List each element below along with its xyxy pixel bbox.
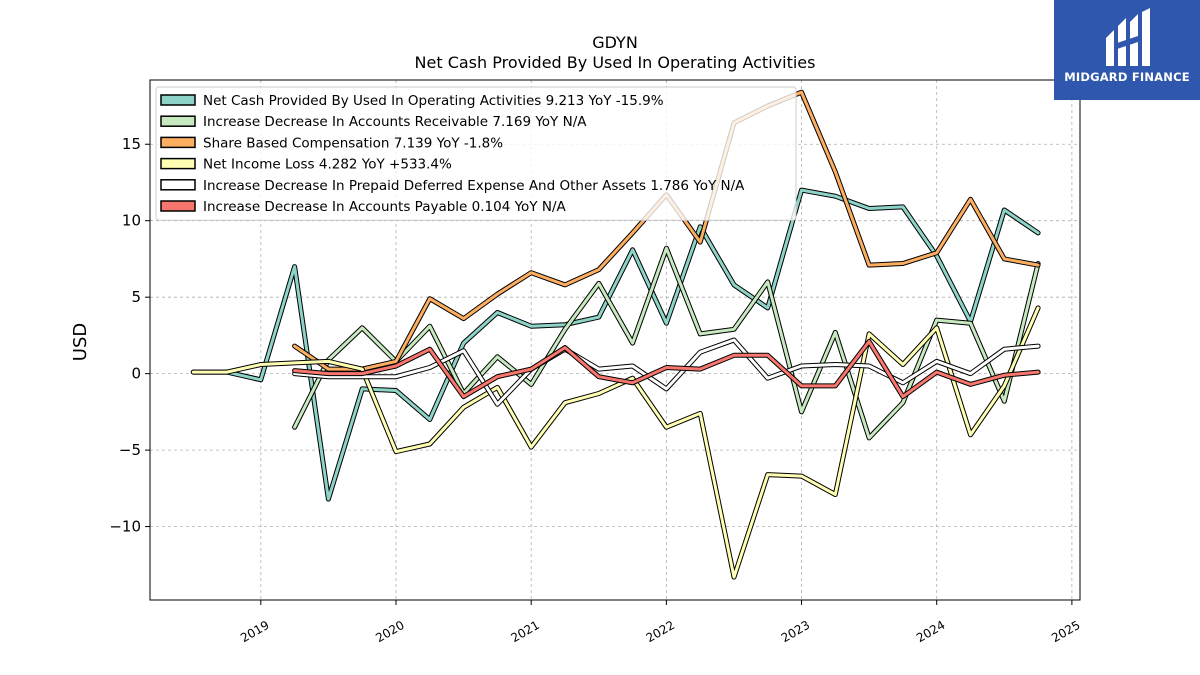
- series-outline: [190, 187, 1041, 502]
- legend-box: [155, 86, 797, 221]
- series-line: [191, 306, 1040, 579]
- legend-swatch: [160, 94, 196, 106]
- y-axis-ticks: −10 −5 0 5 10 15: [109, 135, 150, 536]
- series-line: [293, 338, 1040, 406]
- series-increase-decrease-in-prepaid-deferred-expense-and-other-assets: [292, 337, 1041, 407]
- legend-swatch: [160, 157, 196, 170]
- legend-entry: Increase Decrease In Accounts Receivable…: [203, 114, 587, 130]
- y-tick-label: 15: [122, 135, 141, 153]
- legend-swatch: [160, 115, 196, 127]
- x-tick-label: 2023: [779, 618, 812, 645]
- legend-swatch: [160, 200, 196, 212]
- series-net-cash-provided-by-used-in-operating-activities: [190, 187, 1041, 502]
- x-tick-label: 2024: [914, 618, 947, 645]
- legend-entry: Net Income Loss 4.282 YoY +533.4%: [203, 157, 452, 173]
- chart-subtitle: Net Cash Provided By Used In Operating A…: [415, 53, 816, 72]
- x-tick-label: 2021: [508, 618, 541, 645]
- legend-swatch: [160, 179, 196, 191]
- x-tick-label: 2020: [373, 618, 406, 645]
- y-tick-label: −5: [119, 441, 141, 459]
- logo-text: MIDGARD FINANCE: [1064, 70, 1190, 84]
- x-tick-label: 2019: [238, 618, 271, 645]
- x-axis-ticks: 2019 2020 2021 2022 2023 2024 2025: [238, 600, 1083, 645]
- y-tick-label: 10: [122, 212, 141, 230]
- y-tick-label: −10: [109, 518, 141, 536]
- legend-entry: Share Based Compensation 7.139 YoY -1.8%: [203, 135, 503, 151]
- chart-title: GDYN: [592, 33, 638, 52]
- y-tick-label: 0: [131, 365, 141, 383]
- legend-swatch: [160, 136, 196, 149]
- midgard-logo-icon: [1106, 8, 1150, 66]
- legend-entry: Increase Decrease In Accounts Payable 0.…: [203, 199, 566, 215]
- series-net-income-loss: [190, 305, 1041, 580]
- series-increase-decrease-in-accounts-payable: [292, 339, 1041, 400]
- legend: Net Cash Provided By Used In Operating A…: [155, 86, 797, 221]
- midgard-finance-logo: MIDGARD FINANCE: [1054, 0, 1200, 100]
- y-axis-label: USD: [70, 323, 91, 361]
- legend-entry: Increase Decrease In Prepaid Deferred Ex…: [203, 178, 745, 194]
- series-line: [191, 188, 1040, 501]
- y-tick-label: 5: [131, 288, 141, 306]
- x-tick-label: 2022: [644, 618, 677, 645]
- plot-frame: [149, 79, 1081, 601]
- legend-entry: Net Cash Provided By Used In Operating A…: [203, 93, 664, 109]
- series-line: [293, 340, 1040, 399]
- x-tick-label: 2025: [1049, 618, 1082, 645]
